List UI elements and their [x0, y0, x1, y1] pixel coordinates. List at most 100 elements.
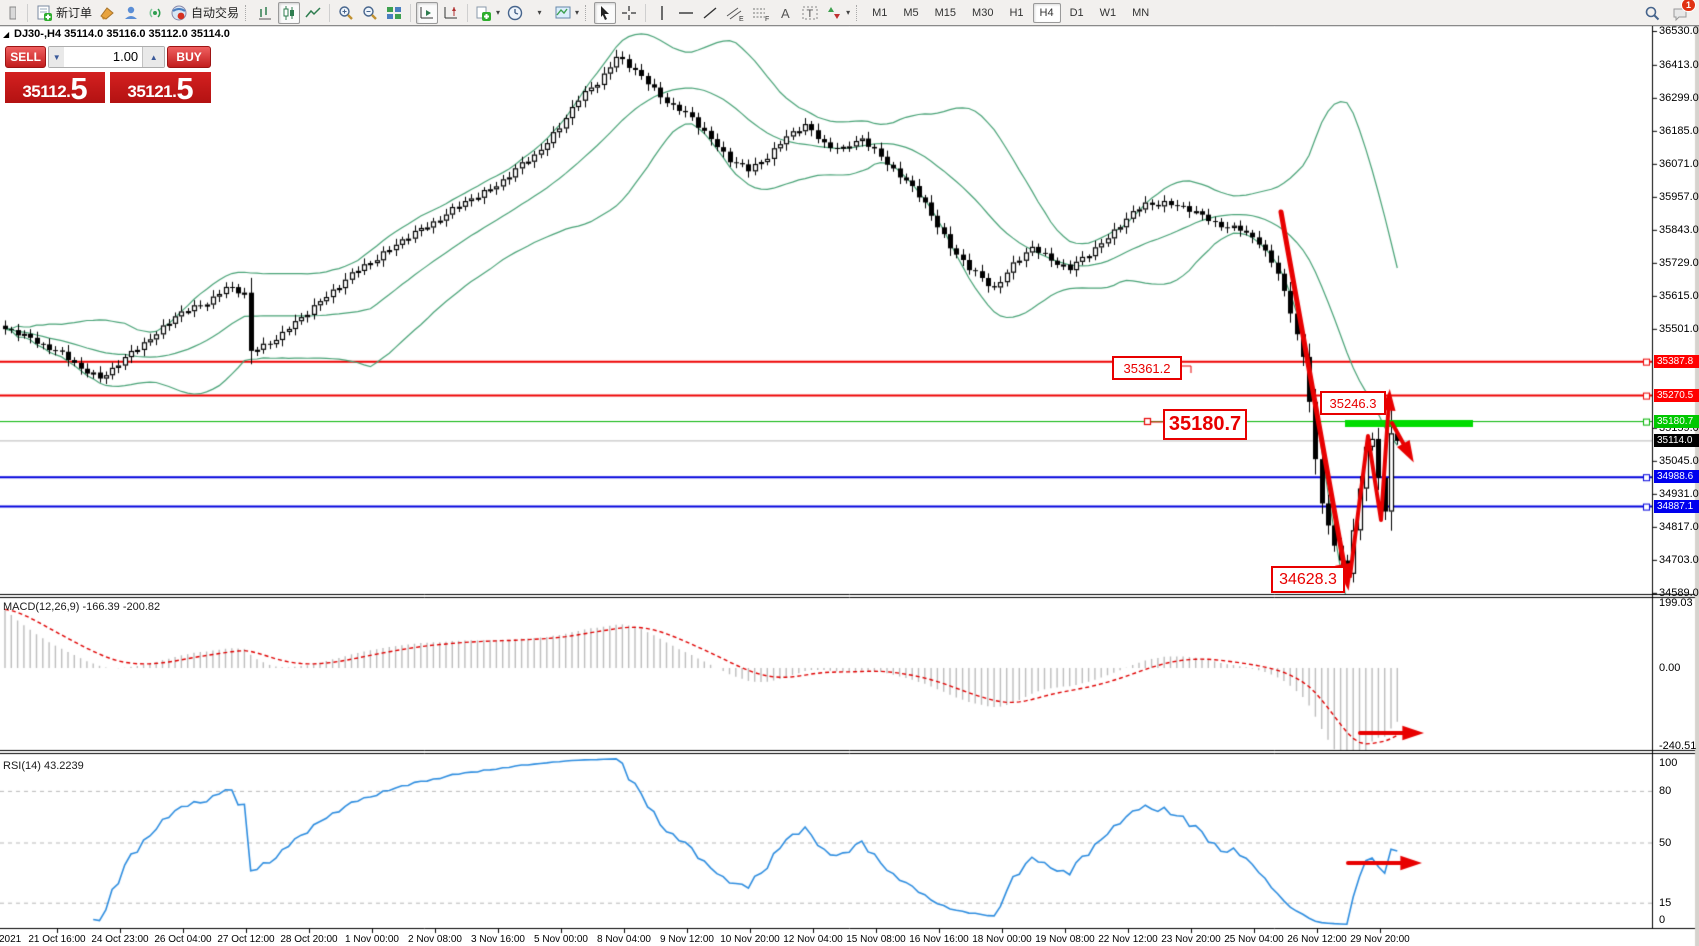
level-price-label: 35387.8: [1654, 354, 1699, 368]
svg-text:T: T: [807, 8, 814, 20]
date-tick-label: 9 Nov 12:00: [660, 934, 714, 945]
chevron-down-icon: ▾: [846, 8, 851, 17]
crosshair-button[interactable]: [618, 2, 640, 24]
chart-shift-button[interactable]: [440, 2, 462, 24]
rsi-scale-label: 15: [1659, 897, 1672, 910]
level-price-label: 35270.5: [1654, 388, 1699, 402]
timeframe-button-m1[interactable]: M1: [872, 6, 888, 19]
text-button[interactable]: A: [775, 2, 797, 24]
price-tick-label: 35957.0: [1659, 190, 1699, 203]
period-clock-button[interactable]: [504, 2, 526, 24]
rsi-name: RSI(14): [3, 760, 41, 772]
level-price-label: 34887.1: [1654, 499, 1699, 513]
timeframe-button-h4[interactable]: H4: [1032, 2, 1061, 23]
buy-price-display[interactable]: 35121. 5: [110, 71, 211, 106]
toolbar-grip: [856, 4, 861, 21]
tile-windows-button[interactable]: [383, 2, 405, 24]
periods-dropdown-caret[interactable]: ▾: [528, 2, 550, 24]
price-tick-label: 35045.0: [1659, 454, 1699, 467]
timeframe-button-m30[interactable]: M30: [972, 6, 994, 19]
autotrading-label: 自动交易: [191, 6, 240, 20]
template-button[interactable]: ▾: [552, 2, 581, 24]
volume-decrease-button[interactable]: ▼: [49, 47, 65, 67]
timeframe-button-h1[interactable]: H1: [1009, 6, 1024, 19]
chevron-down-icon: ▾: [537, 8, 542, 17]
arrows-objects-button[interactable]: ▾: [823, 2, 852, 24]
line-chart-button[interactable]: [302, 2, 324, 24]
date-tick-label: 21 Oct 16:00: [28, 934, 86, 945]
date-tick-label: 27 Oct 12:00: [217, 934, 275, 945]
new-order-button[interactable]: 新订单: [33, 2, 94, 24]
price-tick-label: 35501.0: [1659, 322, 1699, 335]
notifications-button[interactable]: 1: [1669, 0, 1696, 24]
toolbar-separator: [410, 3, 412, 22]
macd-name: MACD(12,26,9): [3, 601, 80, 613]
price-tick-label: 34817.0: [1659, 520, 1699, 533]
chart-collapse-arrow[interactable]: ◢: [3, 30, 10, 39]
buy-price-big-digit: 5: [176, 71, 194, 106]
auto-scroll-button[interactable]: [416, 1, 439, 24]
annotation-text: 35246.3: [1329, 395, 1377, 411]
price-annotation-35180[interactable]: 35180.7: [1163, 409, 1247, 440]
sell-price-big-digit: 5: [70, 71, 88, 106]
autotrading-button[interactable]: 自动交易: [168, 2, 241, 24]
text-label-button[interactable]: T: [799, 2, 821, 24]
signals-icon[interactable]: [144, 2, 166, 24]
notification-badge: 1: [1680, 0, 1696, 12]
bar-chart-button[interactable]: [254, 2, 276, 24]
toolbar-separator: [27, 3, 28, 22]
candlestick-chart-button[interactable]: [278, 1, 301, 24]
date-tick-label: 29 Nov 20:00: [1350, 934, 1410, 945]
main-toolbar: 新订单 自动交易 ▾ ▾ ▾ E F A T ▾ M1 M5 M15 M30 H1 H4 D…: [0, 0, 1699, 26]
chevron-down-icon: ▾: [496, 8, 501, 17]
community-icon[interactable]: [120, 2, 142, 24]
timeframe-button-w1[interactable]: W1: [1099, 6, 1117, 19]
rsi-value: 43.2239: [43, 760, 84, 772]
trendline-button[interactable]: [699, 2, 721, 24]
price-tick-label: 35615.0: [1659, 289, 1699, 302]
chevron-down-icon: ▾: [575, 8, 580, 17]
toolbar-separator: [329, 3, 331, 22]
styler-icon[interactable]: [96, 2, 118, 24]
sell-price-display[interactable]: 35112. 5: [5, 71, 105, 106]
timeframe-button-m15[interactable]: M15: [934, 6, 957, 19]
vertical-line-button[interactable]: [651, 2, 673, 24]
date-tick-label: 24 Oct 23:00: [91, 934, 149, 945]
price-annotation-35246[interactable]: 35246.3: [1320, 391, 1386, 415]
level-price-label: 35180.7: [1654, 414, 1699, 428]
macd-values: -166.39 -200.82: [82, 601, 161, 613]
timeframe-button-d1[interactable]: D1: [1069, 6, 1084, 19]
toolbar-separator: [645, 3, 647, 22]
date-tick-label: 22 Nov 12:00: [1098, 934, 1158, 945]
search-button[interactable]: [1641, 2, 1663, 24]
date-tick-label: 10 Nov 20:00: [720, 934, 780, 945]
buy-button[interactable]: BUY: [167, 46, 211, 68]
fibonacci-button[interactable]: F: [749, 2, 773, 24]
zoom-out-button[interactable]: [359, 2, 381, 24]
macd-scale-label: 0.00: [1659, 662, 1681, 674]
horizontal-line-button[interactable]: [675, 2, 697, 24]
add-indicator-button[interactable]: ▾: [473, 2, 502, 24]
equidistant-channel-button[interactable]: E: [723, 2, 747, 24]
volume-increase-button[interactable]: ▲: [142, 47, 165, 67]
date-tick-label: 26 Oct 04:00: [154, 934, 212, 945]
price-tick-label: 36185.0: [1659, 124, 1699, 137]
volume-input[interactable]: 1.00: [64, 47, 143, 67]
date-tick-label: 20 Oct 2021: [0, 934, 22, 945]
zoom-in-button[interactable]: [335, 2, 357, 24]
timeframe-button-mn[interactable]: MN: [1132, 6, 1150, 19]
date-tick-label: 1 Nov 00:00: [345, 934, 399, 945]
cursor-button[interactable]: [594, 1, 617, 24]
price-tick-label: 36071.0: [1659, 157, 1699, 170]
svg-text:A: A: [781, 6, 790, 21]
timeframe-button-m5[interactable]: M5: [903, 6, 919, 19]
toolbar-separator: [467, 3, 469, 22]
price-annotation-35361[interactable]: 35361.2: [1112, 356, 1182, 380]
sell-button[interactable]: SELL: [5, 46, 47, 68]
toolbar-grip: [585, 4, 590, 21]
annotation-text: 34628.3: [1279, 570, 1337, 588]
level-price-label: 34988.6: [1654, 470, 1699, 484]
date-tick-label: 12 Nov 04:00: [783, 934, 843, 945]
price-annotation-34628[interactable]: 34628.3: [1271, 566, 1345, 593]
